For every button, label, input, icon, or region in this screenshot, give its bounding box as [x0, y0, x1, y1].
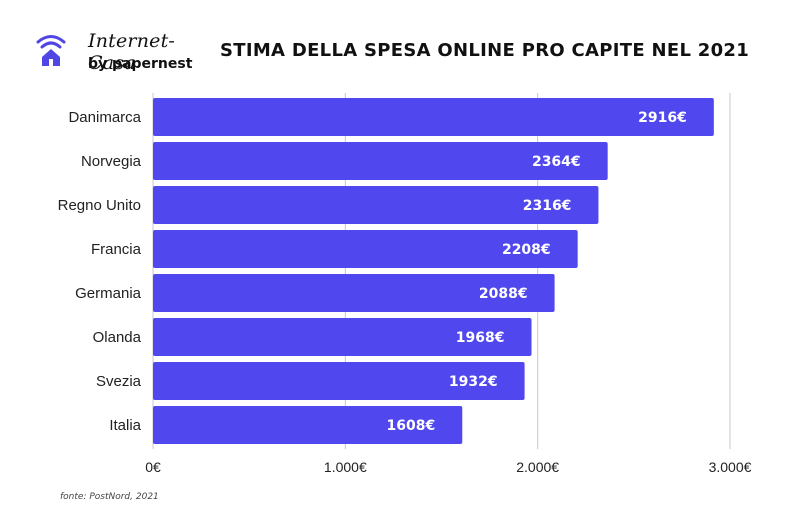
- x-tick-label: 0€: [145, 459, 161, 475]
- bar: [153, 362, 525, 400]
- category-label: Danimarca: [68, 109, 141, 126]
- bars: [153, 98, 714, 444]
- value-label: 1968€: [456, 330, 505, 346]
- brand-name: Internet-Casa: [88, 30, 176, 74]
- category-label: Svezia: [96, 373, 142, 390]
- bar: [153, 142, 608, 180]
- source-note: fonte: PostNord, 2021: [60, 492, 159, 502]
- value-label: 1608€: [387, 418, 436, 434]
- category-label: Italia: [109, 417, 141, 434]
- bar: [153, 230, 578, 268]
- brand-byline: by papernest: [88, 56, 193, 72]
- value-label: 1932€: [449, 374, 498, 390]
- value-label: 2316€: [523, 198, 572, 214]
- bar: [153, 406, 463, 444]
- value-label: 2088€: [479, 286, 528, 302]
- bar: [153, 186, 599, 224]
- wifi-home-icon: [36, 35, 66, 66]
- category-label: Germania: [75, 285, 142, 302]
- x-tick-labels: 0€ 1.000€ 2.000€ 3.000€: [145, 459, 751, 475]
- bar: [153, 318, 532, 356]
- bar: [153, 98, 714, 136]
- category-labels: Danimarca Norvegia Regno Unito Francia Germa…: [58, 109, 142, 434]
- bar: [153, 274, 555, 312]
- chart-title: STIMA DELLA SPESA ONLINE PRO CAPITE NEL …: [220, 40, 750, 61]
- category-label: Regno Unito: [58, 197, 141, 214]
- logo: Internet-Casa by papernest: [36, 30, 216, 80]
- category-label: Olanda: [93, 329, 142, 346]
- value-label: 2208€: [502, 242, 551, 258]
- value-label: 2916€: [638, 110, 687, 126]
- category-label: Norvegia: [81, 153, 142, 170]
- value-label: 2364€: [532, 154, 581, 170]
- value-labels: 2916€ 2364€ 2316€ 2208€ 2088€ 1968€ 1932€ 1608€: [387, 110, 687, 434]
- x-tick-label: 2.000€: [516, 459, 559, 475]
- category-label: Francia: [91, 241, 142, 258]
- x-tick-label: 1.000€: [324, 459, 367, 475]
- x-tick-label: 3.000€: [709, 459, 752, 475]
